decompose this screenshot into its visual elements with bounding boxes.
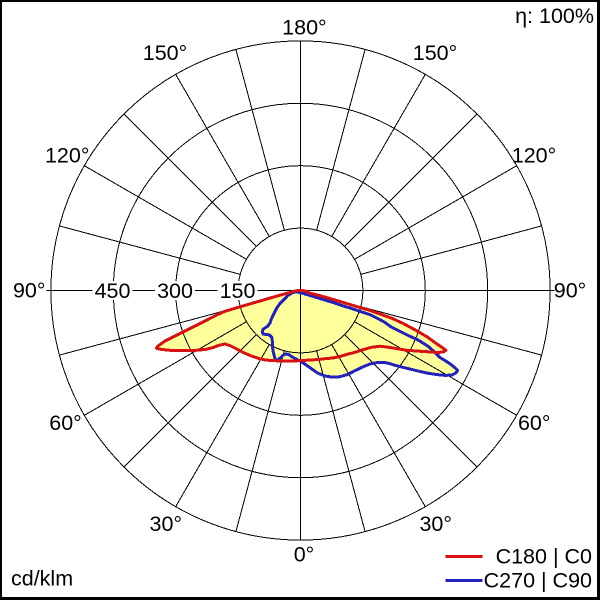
svg-text:120°: 120°	[512, 144, 556, 168]
svg-text:30°: 30°	[419, 512, 452, 536]
svg-text:90°: 90°	[13, 279, 46, 303]
svg-text:90°: 90°	[554, 279, 587, 303]
svg-text:300: 300	[157, 279, 193, 303]
svg-text:60°: 60°	[49, 411, 82, 435]
svg-text:150°: 150°	[143, 41, 187, 65]
svg-text:C270 | C90: C270 | C90	[484, 569, 592, 593]
svg-text:120°: 120°	[45, 144, 89, 168]
svg-text:180°: 180°	[282, 16, 326, 40]
svg-text:0°: 0°	[294, 543, 315, 567]
svg-text:η: 100%: η: 100%	[515, 4, 594, 28]
svg-text:150°: 150°	[413, 41, 457, 65]
svg-text:cd/klm: cd/klm	[11, 567, 73, 591]
svg-text:30°: 30°	[150, 512, 183, 536]
svg-text:150: 150	[220, 279, 256, 303]
svg-text:C180 | C0: C180 | C0	[496, 545, 592, 569]
svg-text:60°: 60°	[518, 411, 551, 435]
svg-text:450: 450	[95, 279, 131, 303]
